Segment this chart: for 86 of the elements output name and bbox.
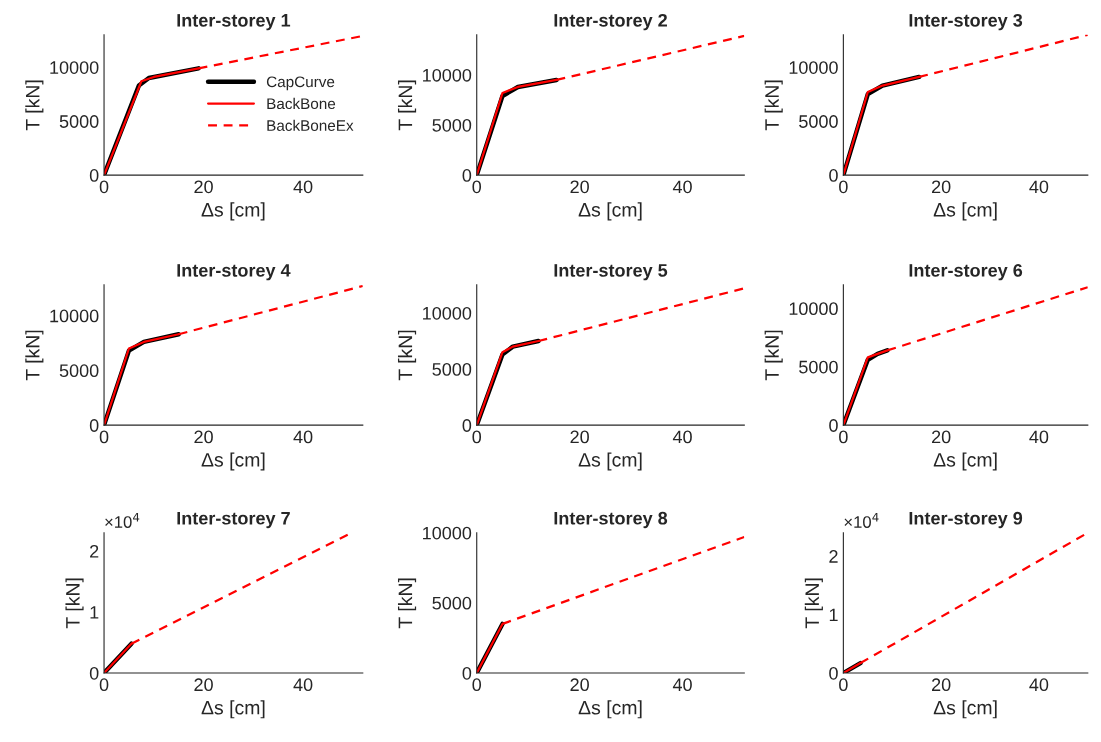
x-axis-title: Δs [cm] [201, 700, 265, 719]
x-tick-label: 0 [472, 678, 482, 692]
x-tick-label: 20 [194, 678, 213, 692]
y-axis-title: T [kN] [25, 80, 44, 131]
chart-title: Inter-storey 1 [177, 14, 291, 31]
y-axis-title: T [kN] [804, 578, 823, 629]
x-tick-label: 40 [672, 430, 692, 444]
x-tick-label: 20 [932, 430, 951, 444]
y-tick-label: 5000 [432, 363, 472, 376]
chart-title: Inter-storey 3 [909, 13, 1023, 31]
y-tick-label: 2 [90, 544, 99, 558]
y-tick-label: 5000 [799, 360, 838, 374]
y-tick-label: 0 [462, 419, 472, 432]
x-axis-title: Δs [cm] [933, 452, 997, 471]
y-axis-title: T [kN] [25, 330, 44, 381]
y-tick-label: 5000 [799, 115, 838, 128]
y-tick-label: 0 [89, 169, 99, 182]
x-tick-label: 20 [932, 180, 951, 194]
x-axis-title: Δs [cm] [933, 700, 997, 719]
x-tick-label: 40 [1029, 180, 1049, 194]
text: ×10$^{4}$ [105, 512, 140, 528]
text: ×10$^{4}$ [844, 512, 879, 528]
y-tick-label: 0 [829, 419, 838, 432]
x-axis-title: Δs [cm] [201, 202, 265, 221]
y-axis-title: T [kN] [764, 330, 783, 381]
x-tick-label: 20 [194, 430, 213, 444]
chart-title: Inter-storey 7 [177, 512, 290, 529]
y-tick-label: 1 [829, 608, 838, 622]
y-tick-label: 1 [90, 606, 99, 619]
y-axis-title: T [kN] [397, 330, 417, 381]
x-tick-label: 20 [932, 678, 951, 692]
x-tick-label: 0 [839, 430, 848, 444]
y-tick-label: 10000 [50, 309, 99, 323]
y-axis-title: T [kN] [65, 578, 84, 629]
chart-title: Inter-storey 2 [554, 13, 667, 31]
x-tick-label: 0 [99, 678, 109, 692]
x-tick-label: 40 [1029, 678, 1049, 692]
y-tick-label: 10000 [789, 302, 838, 316]
x-tick-label: 0 [839, 678, 848, 692]
y-axis-title: T [kN] [764, 80, 783, 131]
x-tick-label: 20 [570, 430, 589, 444]
y-axis-title: T [kN] [397, 578, 417, 629]
y-axis-title: T [kN] [397, 80, 417, 131]
x-tick-label: 0 [472, 180, 482, 194]
x-tick-label: 20 [570, 180, 589, 194]
y-tick-label: 10000 [423, 526, 472, 540]
x-tick-label: 40 [672, 678, 692, 692]
y-tick-label: 10000 [423, 306, 472, 320]
y-tick-label: 0 [462, 666, 472, 680]
y-tick-label: 5000 [59, 115, 99, 128]
legend-label: CapCurve [266, 76, 335, 91]
y-tick-label: 2 [829, 550, 838, 563]
x-tick-label: 20 [194, 180, 213, 194]
y-tick-label: 5000 [432, 118, 472, 132]
x-tick-label: 0 [99, 180, 109, 194]
x-axis-title: Δs [cm] [578, 202, 642, 221]
y-tick-label: 0 [829, 666, 838, 680]
x-tick-label: 40 [293, 430, 313, 444]
x-tick-label: 0 [99, 430, 109, 444]
y-tick-label: 0 [829, 169, 838, 182]
x-tick-label: 40 [293, 678, 313, 692]
x-tick-label: 40 [293, 180, 313, 194]
y-tick-label: 10000 [50, 61, 99, 74]
x-tick-label: 40 [672, 180, 692, 194]
y-tick-label: 0 [89, 666, 99, 680]
x-axis-title: Δs [cm] [578, 452, 642, 471]
x-tick-label: 20 [570, 678, 589, 692]
y-tick-label: 0 [462, 169, 472, 182]
legend-label: BackBone [267, 97, 336, 110]
y-tick-label: 0 [89, 419, 99, 432]
chart-title: Inter-storey 4 [177, 264, 291, 281]
x-tick-label: 40 [1029, 430, 1049, 444]
y-tick-label: 10000 [789, 61, 838, 74]
x-tick-label: 0 [839, 180, 848, 194]
x-tick-label: 0 [472, 430, 482, 444]
legend-label: BackBoneEx [267, 119, 354, 131]
chart-title: Inter-storey 6 [909, 263, 1023, 281]
chart-title: Inter-storey 9 [909, 511, 1023, 529]
y-tick-label: 5000 [59, 364, 99, 378]
y-tick-label: 10000 [423, 68, 472, 82]
x-axis-title: Δs [cm] [933, 202, 997, 221]
x-axis-title: Δs [cm] [201, 452, 265, 471]
chart-title: Inter-storey 5 [554, 264, 668, 281]
x-axis-title: Δs [cm] [578, 700, 642, 719]
chart-title: Inter-storey 8 [554, 511, 668, 529]
y-tick-label: 5000 [432, 596, 472, 610]
